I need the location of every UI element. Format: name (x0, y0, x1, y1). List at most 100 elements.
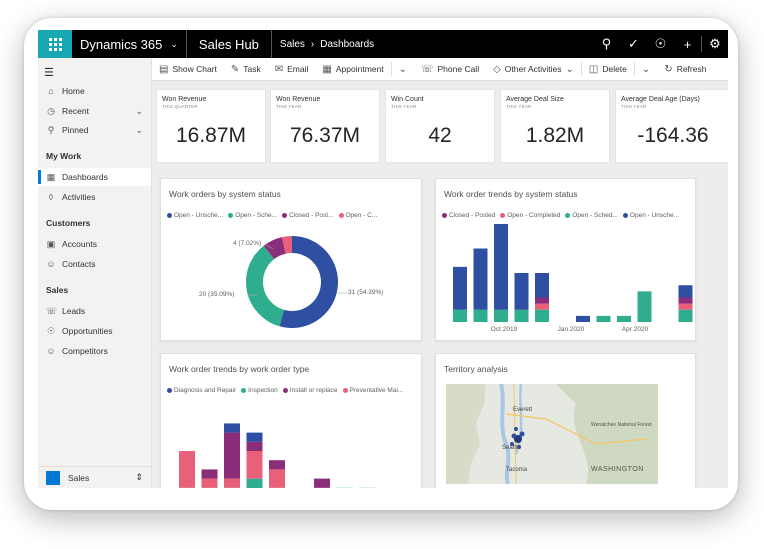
breadcrumb-dashboards[interactable]: Dashboards (320, 38, 375, 50)
sidebar-item-label: Recent (62, 106, 89, 116)
bar-segment[interactable] (473, 248, 488, 310)
bar-segment[interactable] (224, 432, 240, 479)
bar-segment[interactable] (678, 309, 693, 322)
bar-segment[interactable] (269, 469, 285, 488)
settings-icon[interactable]: ⚙ (701, 36, 728, 52)
bar-segment[interactable] (494, 224, 508, 310)
kpi-card[interactable]: Won Revenue THIS YEAR 76.37M (270, 89, 380, 163)
legend-item[interactable]: Diagnosis and Repair (167, 387, 236, 394)
chevron-updown-icon[interactable]: ⇕ (135, 472, 143, 482)
bar-segment[interactable] (596, 315, 611, 322)
sidebar-item-label: Activities (62, 192, 96, 202)
legend-item[interactable]: Install or replace (282, 387, 338, 394)
bar-segment[interactable] (535, 273, 549, 298)
hamburger-menu-icon[interactable]: ☰ (44, 67, 54, 79)
bar-segment[interactable] (246, 432, 263, 442)
territory-card[interactable]: Territory analysis Everett Seatt (435, 353, 696, 488)
legend-item[interactable]: Open - Sched... (565, 212, 618, 219)
legend-item[interactable]: Open - Unsche... (167, 212, 223, 219)
kpi-card[interactable]: Win Count THIS YEAR 42 (385, 89, 495, 163)
bar-segment[interactable] (576, 315, 590, 322)
bar-segment[interactable] (201, 478, 218, 488)
trend-chart-card[interactable]: Work order trends by system status Close… (435, 178, 696, 341)
breadcrumb-sales[interactable]: Sales (279, 38, 305, 50)
delete-button[interactable]: ◫ Delete (582, 64, 634, 75)
more-chevron-button[interactable]: ⌄ (392, 64, 414, 75)
sidebar-item-activities[interactable]: ◊ Activities (38, 188, 151, 206)
sidebar-item-competitors[interactable]: ☺ Competitors (38, 342, 151, 360)
bar-segment[interactable] (535, 303, 549, 310)
appointment-button[interactable]: ▦ Appointment (315, 64, 390, 75)
legend-item[interactable]: Closed - Post... (282, 212, 334, 219)
bar-segment[interactable] (678, 297, 693, 304)
bar-segment[interactable] (535, 309, 549, 322)
refresh-button[interactable]: ↻ Refresh (657, 64, 713, 75)
legend-item[interactable]: Closed - Posted (442, 212, 495, 219)
kpi-card[interactable]: Won Revenue THIS QUARTER 16.87M (156, 89, 266, 163)
hub-name[interactable]: Sales Hub (198, 36, 259, 52)
sidebar-item-contacts[interactable]: ☺ Contacts (38, 255, 151, 273)
donut-chart-card[interactable]: Work orders by system status Open - Unsc… (160, 178, 422, 341)
lightbulb-icon[interactable]: ☉ (654, 36, 667, 51)
sidebar-item-dashboards[interactable]: ▦ Dashboards (38, 168, 151, 186)
legend-item[interactable]: Open - C... (338, 212, 377, 219)
kpi-card[interactable]: Average Deal Size THIS YEAR 1.82M (500, 89, 610, 163)
donut-slice[interactable] (246, 245, 285, 327)
bar-segment[interactable] (514, 309, 529, 322)
bar-segment[interactable] (201, 469, 218, 479)
sidebar-item-leads[interactable]: ☏ Leads (38, 302, 151, 320)
chevron-down-icon[interactable]: ⌄ (135, 124, 143, 135)
kpi-card[interactable]: Average Deal Age (Days) THIS YEAR -164.36 (615, 89, 728, 163)
territory-map[interactable]: Everett Seattle Tacoma Wenatchee Nationa… (446, 384, 658, 484)
legend-item[interactable]: Open - Completed (500, 212, 560, 219)
bar-segment[interactable] (494, 309, 508, 322)
bar-segment[interactable] (453, 266, 467, 310)
bar-segment[interactable] (269, 460, 285, 470)
sidebar-item-recent[interactable]: ◷ Recent ⌄ (38, 102, 151, 120)
plus-icon[interactable]: + (683, 36, 692, 52)
type-chart-card[interactable]: Work order trends by work order type Dia… (160, 353, 422, 488)
button-label: Appointment (335, 64, 384, 74)
task-check-icon[interactable]: ✓ (628, 36, 639, 51)
app-name[interactable]: Dynamics 365 (80, 36, 163, 52)
app-launcher-button[interactable] (38, 30, 72, 58)
bar-segment[interactable] (535, 297, 549, 304)
phone-call-button[interactable]: ☏ Phone Call (414, 64, 486, 75)
sidebar-item-accounts[interactable]: ▣ Accounts (38, 235, 151, 253)
bar-segment[interactable] (617, 315, 631, 322)
task-button[interactable]: ✎ Task (224, 64, 268, 75)
email-button[interactable]: ✉ Email (268, 64, 316, 75)
sidebar-item-home[interactable]: ⌂ Home (38, 82, 151, 100)
bar-segment[interactable] (678, 303, 693, 310)
bar-segment[interactable] (678, 285, 693, 298)
bar-segment[interactable] (514, 273, 529, 310)
donut-slice[interactable] (281, 236, 292, 254)
bar-segment[interactable] (637, 291, 652, 322)
bar-segment[interactable] (224, 423, 240, 433)
opportunity-icon: ☉ (46, 325, 56, 336)
bar-segment[interactable] (179, 451, 195, 488)
donut-slice[interactable] (263, 237, 286, 260)
bar-segment[interactable] (246, 478, 263, 488)
show-chart-button[interactable]: ▤ Show Chart (152, 64, 224, 75)
bar-segment[interactable] (246, 441, 263, 451)
legend-item[interactable]: Inspection (241, 387, 278, 394)
area-switcher[interactable]: Sales ⇕ (38, 466, 151, 488)
sidebar-item-opportunities[interactable]: ☉ Opportunities (38, 322, 151, 340)
search-icon[interactable]: ⚲ (601, 36, 612, 51)
legend-item[interactable]: Open - Unsche... (622, 212, 679, 219)
bar-segment[interactable] (246, 451, 263, 479)
legend-item[interactable]: Open - Sche... (228, 212, 277, 219)
bar-segment[interactable] (314, 478, 330, 488)
chevron-down-icon[interactable]: ⌄ (170, 38, 178, 49)
bar-segment[interactable] (473, 309, 488, 322)
card-title: Work orders by system status (169, 189, 281, 199)
other-activities-button[interactable]: ◇ Other Activities ⌄ (486, 64, 581, 75)
chevron-down-icon[interactable]: ⌄ (135, 105, 143, 116)
bar-segment[interactable] (224, 478, 240, 488)
donut-slice[interactable] (279, 236, 338, 328)
more-chevron-button-2[interactable]: ⌄ (635, 64, 657, 75)
bar-segment[interactable] (453, 309, 467, 322)
sidebar-item-pinned[interactable]: ⚲ Pinned ⌄ (38, 121, 151, 139)
legend-item[interactable]: Preventative Mai... (342, 387, 403, 394)
